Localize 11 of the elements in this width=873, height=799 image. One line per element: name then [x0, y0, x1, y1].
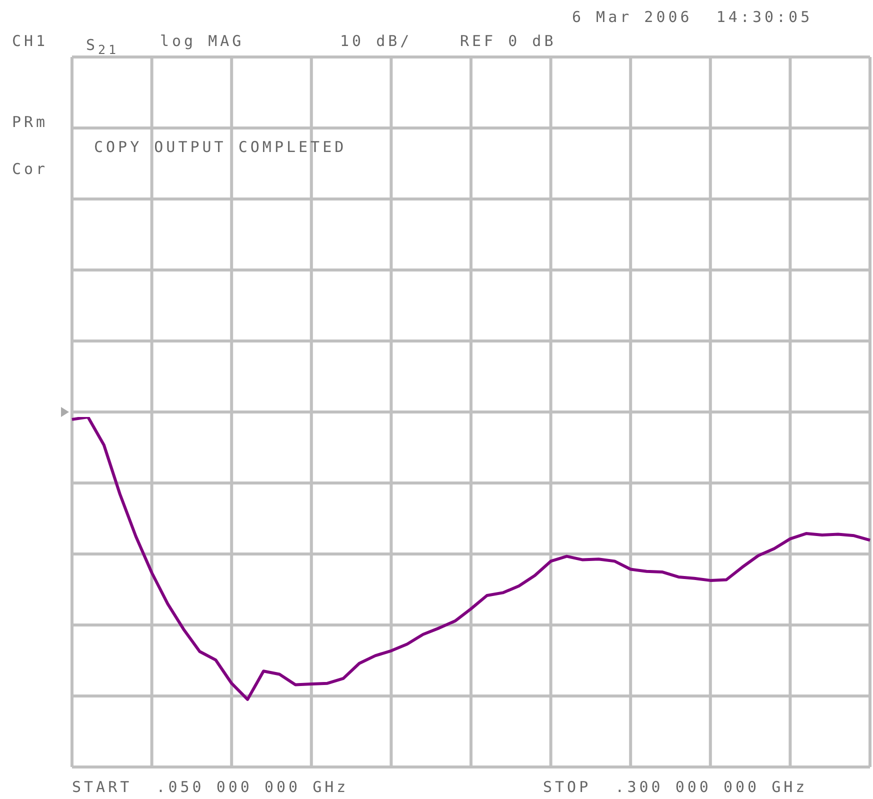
text: STOP .300 000 000 GHz	[543, 778, 808, 796]
text: START .050 000 000 GHz	[72, 778, 349, 796]
text: S$_{21}$	[86, 36, 120, 57]
text: log MAG	[160, 32, 244, 50]
text: REF 0 dB	[460, 32, 556, 50]
text: 6 Mar 2006 14:30:05	[572, 8, 813, 26]
text: Cor	[12, 160, 48, 178]
text: 10 dB/	[340, 32, 412, 50]
text: PRm	[12, 113, 48, 131]
text: CH1	[12, 32, 48, 50]
text: COPY OUTPUT COMPLETED	[94, 138, 347, 156]
